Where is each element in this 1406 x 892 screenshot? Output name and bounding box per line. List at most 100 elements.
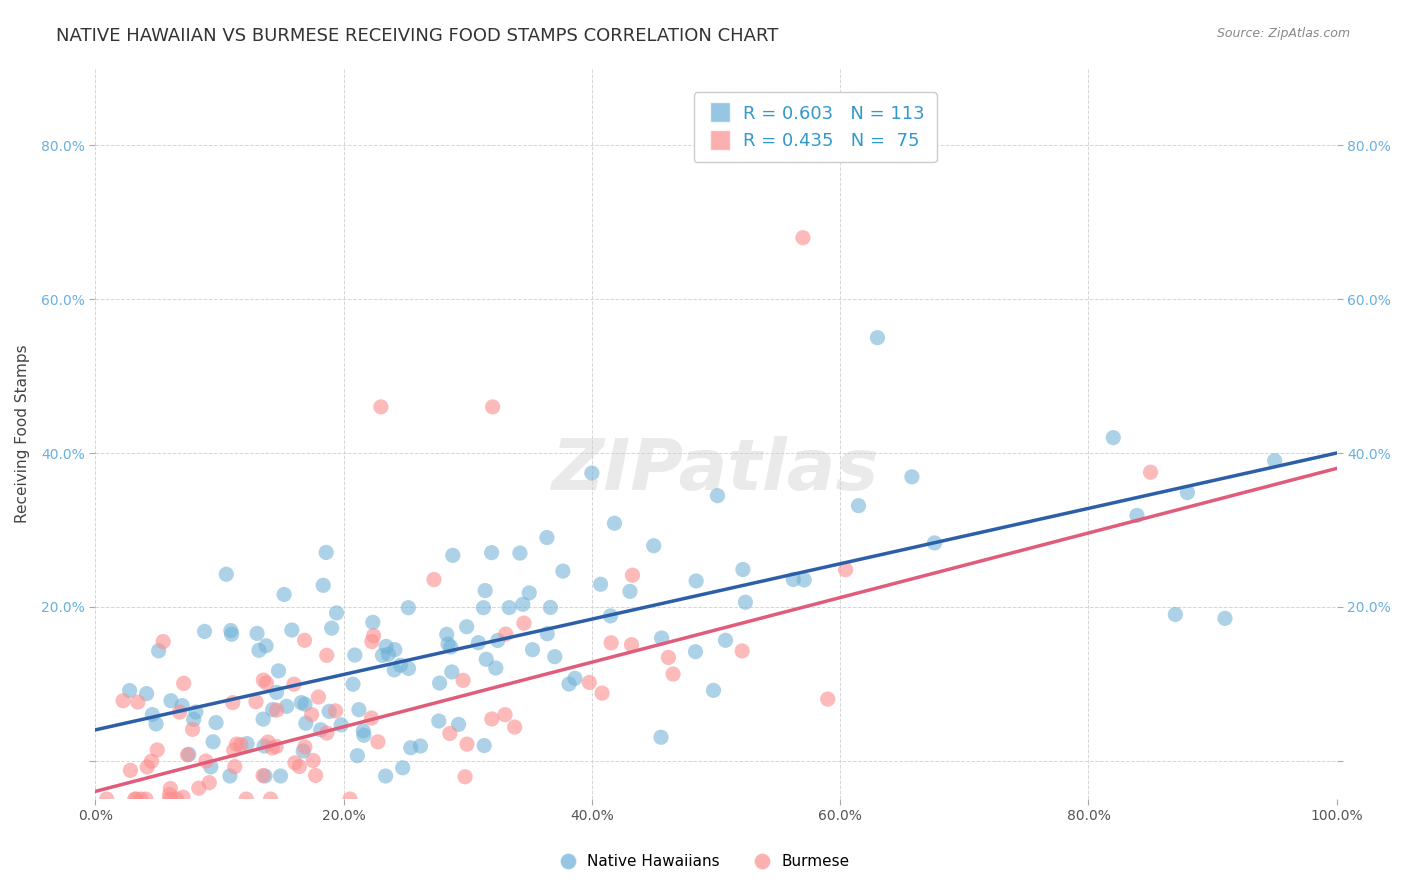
Native Hawaiians	[447, 717, 470, 731]
Native Hawaiians	[141, 707, 163, 722]
Native Hawaiians	[382, 663, 405, 677]
Native Hawaiians	[1102, 431, 1125, 445]
Burmese	[169, 705, 191, 719]
Native Hawaiians	[396, 600, 419, 615]
Burmese	[194, 754, 217, 768]
Burmese	[252, 673, 274, 687]
Burmese	[339, 792, 361, 806]
Native Hawaiians	[901, 470, 924, 484]
Burmese	[456, 737, 478, 751]
Burmese	[159, 781, 181, 796]
Burmese	[152, 634, 174, 648]
Burmese	[294, 633, 316, 648]
Y-axis label: Receiving Food Stamps: Receiving Food Stamps	[15, 344, 30, 523]
Native Hawaiians	[270, 769, 292, 783]
Burmese	[96, 792, 118, 806]
Burmese	[481, 712, 503, 726]
Native Hawaiians	[467, 636, 489, 650]
Burmese	[222, 696, 245, 710]
Native Hawaiians	[619, 584, 641, 599]
Burmese	[222, 743, 245, 757]
Native Hawaiians	[219, 769, 242, 783]
Burmese	[146, 743, 169, 757]
Burmese	[301, 707, 323, 722]
Native Hawaiians	[866, 331, 889, 345]
Native Hawaiians	[145, 717, 167, 731]
Native Hawaiians	[512, 597, 534, 611]
Native Hawaiians	[202, 735, 225, 749]
Burmese	[503, 720, 526, 734]
Burmese	[370, 400, 392, 414]
Native Hawaiians	[273, 587, 295, 601]
Burmese	[304, 768, 326, 782]
Burmese	[367, 735, 389, 749]
Native Hawaiians	[184, 705, 207, 719]
Native Hawaiians	[551, 564, 574, 578]
Native Hawaiians	[352, 723, 374, 738]
Burmese	[662, 667, 685, 681]
Burmese	[124, 792, 146, 806]
Burmese	[315, 648, 337, 663]
Burmese	[439, 726, 461, 740]
Native Hawaiians	[581, 466, 603, 480]
Native Hawaiians	[486, 633, 509, 648]
Native Hawaiians	[295, 716, 318, 731]
Native Hawaiians	[205, 715, 228, 730]
Native Hawaiians	[267, 664, 290, 678]
Burmese	[173, 676, 195, 690]
Burmese	[817, 692, 839, 706]
Burmese	[620, 638, 643, 652]
Burmese	[325, 704, 347, 718]
Native Hawaiians	[315, 545, 337, 559]
Burmese	[513, 616, 536, 631]
Native Hawaiians	[924, 536, 946, 550]
Burmese	[127, 695, 149, 709]
Native Hawaiians	[290, 696, 312, 710]
Native Hawaiians	[848, 499, 870, 513]
Native Hawaiians	[441, 549, 464, 563]
Burmese	[1139, 465, 1161, 479]
Native Hawaiians	[536, 531, 558, 545]
Native Hawaiians	[148, 644, 170, 658]
Burmese	[454, 770, 477, 784]
Native Hawaiians	[375, 640, 398, 654]
Burmese	[288, 759, 311, 773]
Native Hawaiians	[440, 640, 463, 654]
Native Hawaiians	[246, 626, 269, 640]
Native Hawaiians	[603, 516, 626, 531]
Burmese	[187, 781, 209, 796]
Native Hawaiians	[343, 648, 366, 662]
Native Hawaiians	[685, 645, 707, 659]
Native Hawaiians	[650, 731, 672, 745]
Burmese	[229, 738, 252, 752]
Native Hawaiians	[544, 649, 567, 664]
Burmese	[172, 790, 194, 805]
Native Hawaiians	[193, 624, 215, 639]
Text: Source: ZipAtlas.com: Source: ZipAtlas.com	[1216, 27, 1350, 40]
Burmese	[259, 792, 281, 806]
Native Hawaiians	[399, 740, 422, 755]
Burmese	[254, 676, 277, 690]
Native Hawaiians	[517, 586, 540, 600]
Burmese	[159, 792, 181, 806]
Burmese	[360, 711, 382, 725]
Native Hawaiians	[731, 562, 754, 576]
Native Hawaiians	[183, 713, 205, 727]
Burmese	[120, 764, 142, 778]
Native Hawaiians	[391, 761, 413, 775]
Burmese	[181, 723, 204, 737]
Native Hawaiians	[714, 633, 737, 648]
Burmese	[294, 739, 316, 754]
Native Hawaiians	[440, 665, 463, 679]
Burmese	[136, 760, 159, 774]
Native Hawaiians	[429, 676, 451, 690]
Native Hawaiians	[437, 637, 460, 651]
Native Hawaiians	[200, 760, 222, 774]
Native Hawaiians	[472, 739, 495, 753]
Burmese	[621, 568, 644, 582]
Burmese	[578, 675, 600, 690]
Burmese	[302, 754, 325, 768]
Native Hawaiians	[1264, 453, 1286, 467]
Native Hawaiians	[221, 627, 243, 641]
Burmese	[266, 703, 288, 717]
